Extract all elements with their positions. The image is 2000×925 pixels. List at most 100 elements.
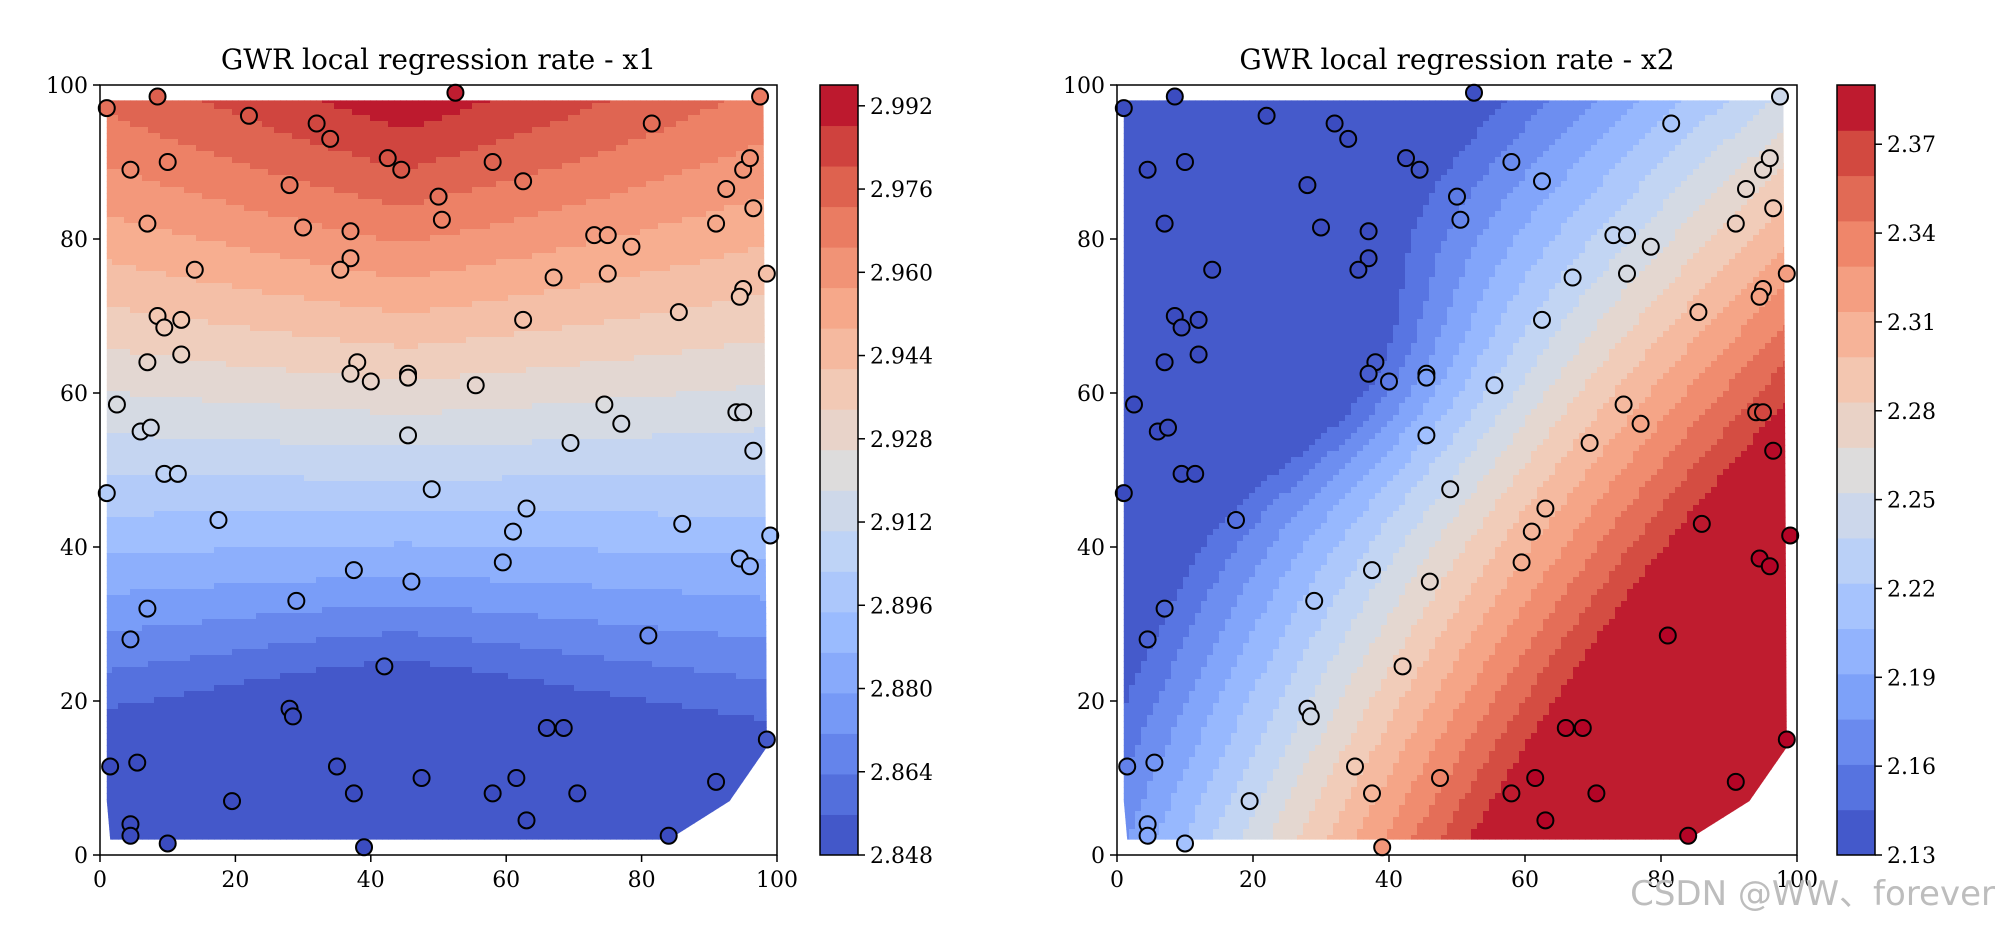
contour-cell: [238, 529, 245, 536]
contour-cell: [268, 823, 275, 830]
contour-cell: [136, 403, 143, 410]
contour-cell: [136, 451, 143, 458]
contour-cell: [220, 157, 227, 164]
contour-cell: [226, 463, 233, 470]
contour-cell: [304, 391, 311, 398]
contour-cell: [184, 193, 191, 200]
contour-cell: [106, 559, 113, 566]
contour-cell: [286, 547, 293, 554]
contour-cell: [208, 349, 215, 356]
contour-cell: [100, 247, 107, 254]
contour-cell: [250, 127, 257, 134]
contour-cell: [100, 529, 107, 536]
contour-cell: [220, 505, 227, 512]
contour-cell: [124, 199, 131, 206]
contour-cell: [112, 775, 119, 782]
contour-cell: [280, 241, 287, 248]
contour-cell: [322, 619, 329, 626]
contour-cell: [208, 385, 215, 392]
contour-cell: [250, 211, 257, 218]
contour-cell: [142, 331, 149, 338]
contour-cell: [316, 589, 323, 596]
contour-cell: [184, 331, 191, 338]
contour-cell: [166, 127, 173, 134]
contour-cell: [106, 331, 113, 338]
contour-cell: [244, 775, 251, 782]
contour-cell: [244, 319, 251, 326]
contour-cell: [286, 343, 293, 350]
contour-cell: [124, 391, 131, 398]
contour-cell: [238, 559, 245, 566]
contour-cell: [286, 445, 293, 452]
contour-cell: [118, 847, 125, 854]
contour-cell: [274, 433, 281, 440]
contour-cell: [142, 685, 149, 692]
contour-cell: [322, 691, 329, 698]
contour-cell: [196, 169, 203, 176]
contour-cell: [322, 415, 329, 422]
contour-cell: [118, 331, 125, 338]
contour-cell: [100, 445, 107, 452]
contour-cell: [202, 253, 209, 260]
contour-cell: [250, 433, 257, 440]
contour-cell: [166, 511, 173, 518]
contour-cell: [274, 781, 281, 788]
contour-cell: [190, 421, 197, 428]
contour-cell: [202, 571, 209, 578]
contour-cell: [286, 457, 293, 464]
contour-cell: [250, 481, 257, 488]
contour-cell: [148, 787, 155, 794]
contour-cell: [256, 529, 263, 536]
contour-cell: [124, 385, 131, 392]
contour-cell: [274, 499, 281, 506]
contour-cell: [142, 295, 149, 302]
contour-cell: [292, 727, 299, 734]
contour-cell: [190, 295, 197, 302]
contour-cell: [286, 451, 293, 458]
contour-cell: [148, 823, 155, 830]
contour-cell: [322, 307, 329, 314]
contour-cell: [250, 313, 257, 320]
contour-cell: [190, 121, 197, 128]
contour-cell: [172, 823, 179, 830]
contour-cell: [178, 817, 185, 824]
contour-cell: [298, 463, 305, 470]
contour-cell: [160, 727, 167, 734]
contour-cell: [322, 631, 329, 638]
contour-cell: [172, 397, 179, 404]
contour-cell: [118, 787, 125, 794]
contour-cell: [286, 517, 293, 524]
contour-cell: [136, 409, 143, 416]
contour-cell: [220, 811, 227, 818]
contour-cell: [256, 607, 263, 614]
contour-cell: [268, 325, 275, 332]
contour-cell: [304, 301, 311, 308]
contour-cell: [100, 745, 107, 752]
contour-cell: [124, 733, 131, 740]
contour-cell: [214, 625, 221, 632]
contour-cell: [160, 301, 167, 308]
contour-cell: [256, 763, 263, 770]
contour-cell: [310, 385, 317, 392]
contour-cell: [226, 457, 233, 464]
contour-cell: [286, 691, 293, 698]
contour-cell: [106, 469, 113, 476]
contour-cell: [304, 139, 311, 146]
contour-cell: [112, 325, 119, 332]
contour-cell: [328, 331, 335, 338]
contour-cell: [208, 181, 215, 188]
contour-cell: [112, 307, 119, 314]
contour-cell: [154, 769, 161, 776]
contour-cell: [124, 727, 131, 734]
contour-cell: [250, 469, 257, 476]
contour-cell: [304, 721, 311, 728]
contour-cell: [274, 547, 281, 554]
contour-cell: [142, 817, 149, 824]
contour-cell: [130, 277, 137, 284]
contour-cell: [160, 391, 167, 398]
contour-cell: [112, 739, 119, 746]
contour-cell: [268, 481, 275, 488]
contour-cell: [292, 313, 299, 320]
contour-cell: [160, 853, 167, 860]
